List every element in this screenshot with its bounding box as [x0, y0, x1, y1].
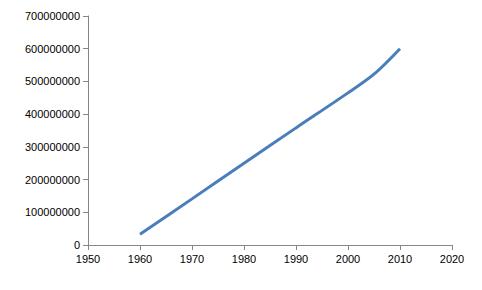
svg-text:500000000: 500000000 [25, 75, 80, 87]
svg-text:400000000: 400000000 [25, 108, 80, 120]
svg-text:200000000: 200000000 [25, 174, 80, 186]
svg-text:0: 0 [74, 239, 80, 251]
svg-text:2020: 2020 [440, 253, 464, 265]
svg-text:2000: 2000 [336, 253, 360, 265]
svg-text:1960: 1960 [128, 253, 152, 265]
svg-text:1970: 1970 [180, 253, 204, 265]
svg-text:600000000: 600000000 [25, 43, 80, 55]
svg-text:2010: 2010 [388, 253, 412, 265]
svg-text:700000000: 700000000 [25, 10, 80, 22]
svg-text:1950: 1950 [76, 253, 100, 265]
svg-text:100000000: 100000000 [25, 206, 80, 218]
svg-text:300000000: 300000000 [25, 141, 80, 153]
svg-text:1990: 1990 [284, 253, 308, 265]
svg-text:1980: 1980 [232, 253, 256, 265]
